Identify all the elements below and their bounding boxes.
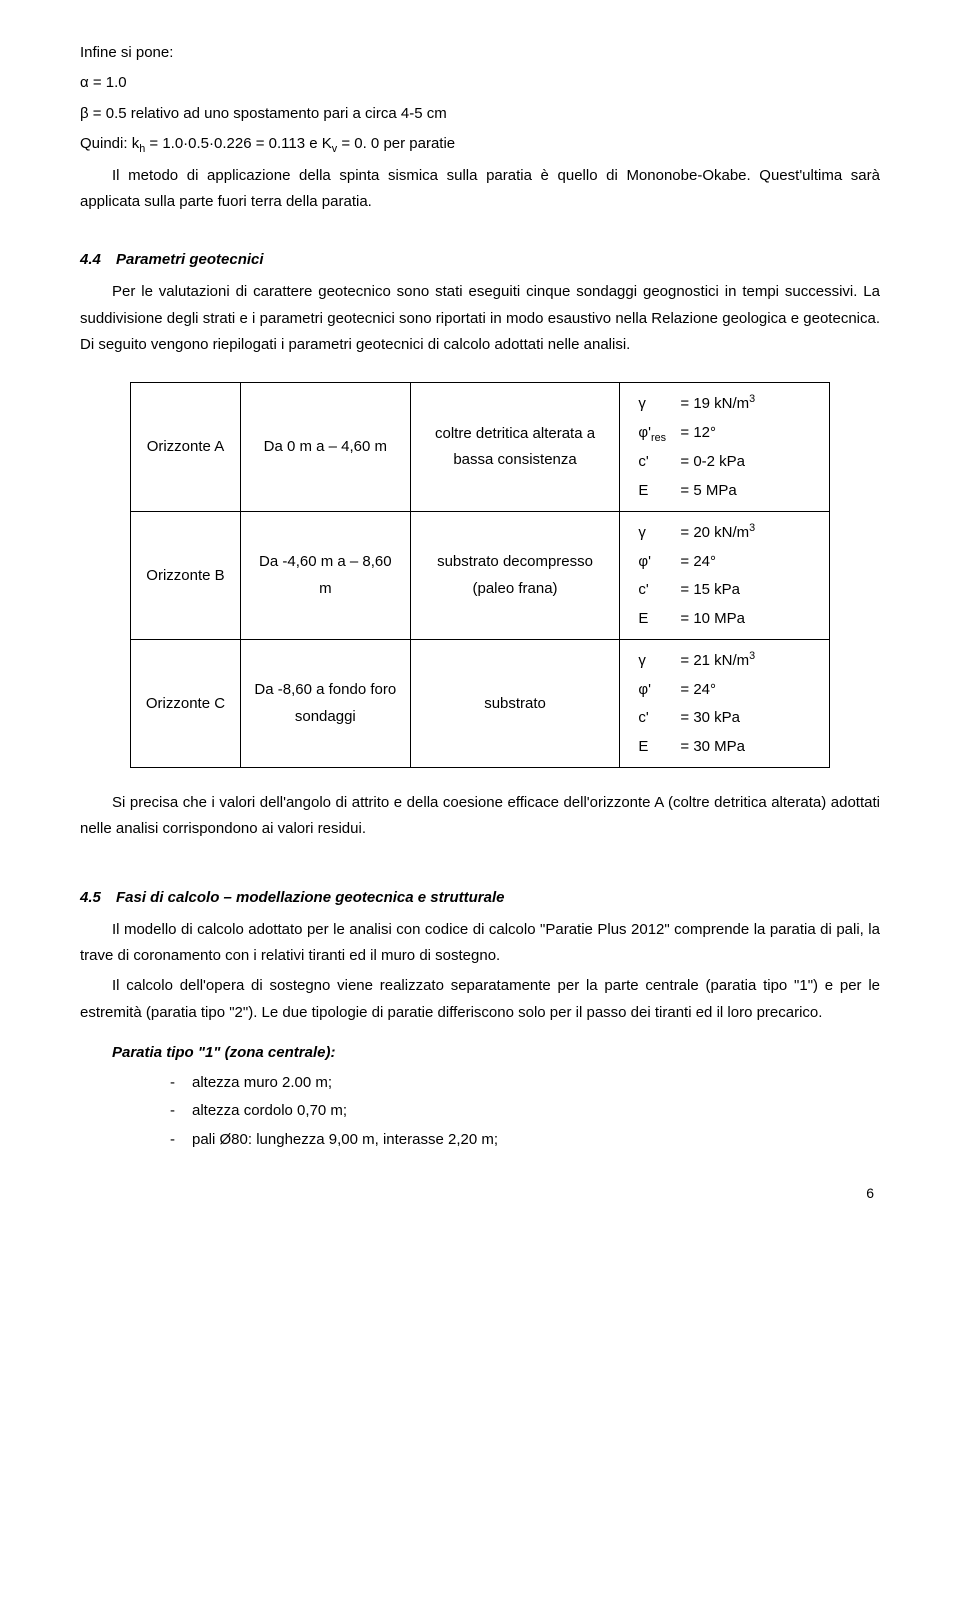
description: coltre detritica alterata a bassa consis… — [410, 383, 620, 512]
symbol-e: E — [638, 605, 680, 634]
list-item: -altezza cordolo 0,70 m; — [80, 1098, 880, 1124]
horizon-name: Orizzonte A — [131, 383, 241, 512]
horizon-name: Orizzonte C — [131, 640, 241, 768]
section-title: Parametri geotecnici — [116, 251, 264, 268]
value: = 15 kPa — [680, 581, 740, 598]
value: = 21 kN/m — [680, 652, 749, 669]
symbol-phi: φ' — [638, 548, 680, 577]
list-item: -altezza muro 2.00 m; — [80, 1070, 880, 1096]
symbol-c: c' — [638, 704, 680, 733]
table-row: Orizzonte B Da -4,60 m a – 8,60 m substr… — [131, 512, 830, 640]
list-text: pali Ø80: lunghezza 9,00 m, interasse 2,… — [192, 1131, 498, 1148]
value: = 0-2 kPa — [680, 453, 745, 470]
section-title: Fasi di calcolo – modellazione geotecnic… — [116, 889, 504, 906]
list-item: -pali Ø80: lunghezza 9,00 m, interasse 2… — [80, 1127, 880, 1153]
depth-range: Da 0 m a – 4,60 m — [240, 383, 410, 512]
value: = 30 MPa — [680, 738, 745, 755]
value: = 5 MPa — [680, 482, 736, 499]
symbol-gamma: γ — [638, 519, 680, 548]
value: = 20 kN/m — [680, 524, 749, 541]
text: Quindi: k — [80, 135, 139, 152]
superscript: 3 — [749, 393, 755, 405]
parameters-cell: γ= 20 kN/m3 φ'= 24° c'= 15 kPa E= 10 MPa — [620, 512, 830, 640]
text: = 1.0·0.5·0.226 = 0.113 e K — [145, 135, 332, 152]
section-number: 4.5 — [80, 885, 116, 911]
horizon-name: Orizzonte B — [131, 512, 241, 640]
intro-line-1: Infine si pone: — [80, 40, 880, 66]
geotechnical-parameters-table: Orizzonte A Da 0 m a – 4,60 m coltre det… — [130, 382, 830, 768]
value: = 12° — [680, 424, 716, 441]
section-4-4-heading: 4.4Parametri geotecnici — [80, 247, 880, 273]
description: substrato — [410, 640, 620, 768]
list-text: altezza cordolo 0,70 m; — [192, 1102, 347, 1119]
section-4-5-p1: Il modello di calcolo adottato per le an… — [80, 917, 880, 970]
intro-line-4: Quindi: kh = 1.0·0.5·0.226 = 0.113 e Kv … — [80, 131, 880, 159]
symbol-c: c' — [638, 576, 680, 605]
table-row: Orizzonte A Da 0 m a – 4,60 m coltre det… — [131, 383, 830, 512]
symbol-c: c' — [638, 448, 680, 477]
depth-range: Da -4,60 m a – 8,60 m — [240, 512, 410, 640]
list-text: altezza muro 2.00 m; — [192, 1074, 332, 1091]
superscript: 3 — [749, 650, 755, 662]
parameters-cell: γ= 21 kN/m3 φ'= 24° c'= 30 kPa E= 30 MPa — [620, 640, 830, 768]
value: = 24° — [680, 681, 716, 698]
value: = 10 MPa — [680, 610, 745, 627]
symbol-phi: φ' — [638, 676, 680, 705]
parameters-cell: γ= 19 kN/m3 φ'res= 12° c'= 0-2 kPa E= 5 … — [620, 383, 830, 512]
section-number: 4.4 — [80, 247, 116, 273]
symbol-phi: φ'res — [638, 419, 680, 449]
depth-range: Da -8,60 a fondo foro sondaggi — [240, 640, 410, 768]
symbol-gamma: γ — [638, 647, 680, 676]
text: = 0. 0 per paratie — [337, 135, 455, 152]
section-4-5-p2: Il calcolo dell'opera di sostegno viene … — [80, 973, 880, 1026]
paratia-subheading: Paratia tipo "1" (zona centrale): — [80, 1040, 880, 1066]
description: substrato decompresso (paleo frana) — [410, 512, 620, 640]
section-4-5-heading: 4.5Fasi di calcolo – modellazione geotec… — [80, 885, 880, 911]
after-table-paragraph: Si precisa che i valori dell'angolo di a… — [80, 790, 880, 843]
intro-line-3: β = 0.5 relativo ad uno spostamento pari… — [80, 101, 880, 127]
dash-icon: - — [170, 1127, 192, 1153]
intro-paragraph: Il metodo di applicazione della spinta s… — [80, 163, 880, 216]
superscript: 3 — [749, 522, 755, 534]
intro-line-2: α = 1.0 — [80, 70, 880, 96]
value: = 30 kPa — [680, 709, 740, 726]
dash-icon: - — [170, 1070, 192, 1096]
table-row: Orizzonte C Da -8,60 a fondo foro sondag… — [131, 640, 830, 768]
value: = 19 kN/m — [680, 395, 749, 412]
symbol-gamma: γ — [638, 390, 680, 419]
dash-icon: - — [170, 1098, 192, 1124]
section-4-4-body: Per le valutazioni di carattere geotecni… — [80, 279, 880, 358]
page-number: 6 — [80, 1181, 880, 1206]
symbol-e: E — [638, 733, 680, 762]
value: = 24° — [680, 553, 716, 570]
symbol-e: E — [638, 477, 680, 506]
